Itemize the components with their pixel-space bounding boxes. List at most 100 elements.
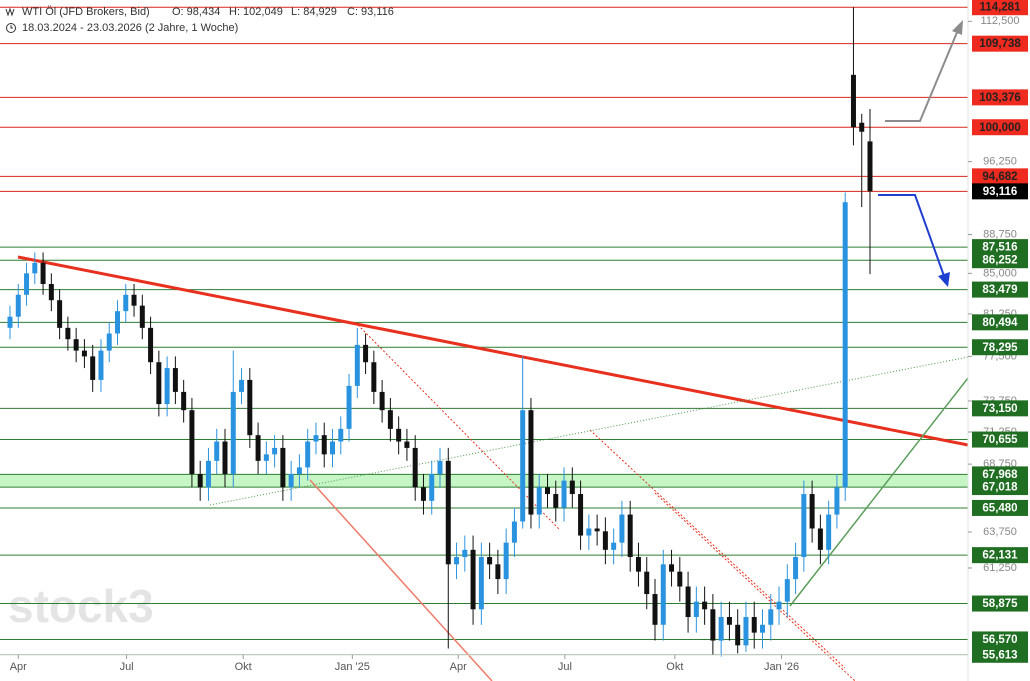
trend-line bbox=[309, 479, 493, 681]
candle-body bbox=[867, 141, 873, 192]
candle-body bbox=[627, 514, 633, 558]
candle-body bbox=[726, 617, 732, 625]
ohlc-label: H: 102,049 bbox=[229, 6, 283, 18]
x-tick-label: Okt bbox=[235, 661, 252, 673]
candle-body bbox=[73, 339, 79, 351]
x-tick-label: Jan '26 bbox=[764, 661, 799, 673]
candle-body bbox=[776, 601, 782, 610]
candle-body bbox=[247, 379, 253, 436]
candle-body bbox=[412, 447, 418, 488]
clock-icon bbox=[6, 23, 16, 33]
candle-body bbox=[205, 460, 211, 488]
header: WTI Öl (JFD Brokers, Bid) O: 98,434 H: 1… bbox=[5, 6, 394, 34]
candle-body bbox=[735, 624, 741, 646]
candle-body bbox=[809, 494, 815, 529]
candle-body bbox=[826, 514, 832, 550]
candle-body bbox=[578, 494, 584, 536]
candle-body bbox=[545, 487, 550, 495]
subtitle: 18.03.2024 - 23.03.2026 (2 Jahre, 1 Woch… bbox=[22, 22, 238, 34]
candle-body bbox=[379, 391, 385, 411]
candle-body bbox=[619, 514, 625, 543]
trend-line bbox=[17, 255, 969, 447]
y-tick-label: 88,750 bbox=[983, 228, 1017, 240]
level-box bbox=[972, 252, 1028, 269]
candle-body bbox=[313, 435, 319, 442]
arrowhead bbox=[938, 272, 950, 287]
candle-body bbox=[685, 586, 691, 618]
level-box bbox=[972, 631, 1028, 648]
level-label: 80,494 bbox=[982, 317, 1018, 329]
candle-body bbox=[586, 528, 592, 536]
candle-body bbox=[760, 624, 765, 633]
level-label: 114,281 bbox=[980, 2, 1022, 14]
level-box bbox=[972, 281, 1028, 298]
level-box bbox=[972, 466, 1028, 483]
candle-body bbox=[131, 294, 137, 306]
candle-body bbox=[263, 454, 269, 461]
x-tick-label: Jul bbox=[558, 661, 572, 673]
candle-body bbox=[81, 350, 87, 357]
level-box bbox=[972, 119, 1028, 136]
ohlc-label: L: 84,929 bbox=[291, 6, 337, 18]
level-label: 55,613 bbox=[982, 649, 1017, 661]
candle-body bbox=[454, 557, 460, 565]
candle-body bbox=[288, 473, 294, 488]
level-box bbox=[972, 646, 1028, 663]
candle-body bbox=[15, 294, 21, 317]
candle-body bbox=[553, 494, 559, 508]
ohlc-label: O: 98,434 bbox=[172, 6, 220, 18]
candle-body bbox=[296, 467, 302, 474]
candle-body bbox=[445, 460, 451, 565]
candle-body bbox=[164, 368, 170, 405]
candle-body bbox=[272, 447, 278, 455]
candle-body bbox=[346, 385, 352, 429]
candle-body bbox=[644, 571, 650, 595]
level-label: 93,116 bbox=[983, 186, 1018, 198]
candle-body bbox=[396, 428, 402, 442]
candle-body bbox=[743, 617, 749, 646]
candle-body bbox=[420, 487, 426, 501]
watermark-group: stock3 bbox=[8, 580, 154, 632]
level-label: 109,738 bbox=[979, 38, 1021, 50]
candle-body bbox=[222, 441, 228, 474]
candle-body bbox=[363, 344, 369, 363]
candle-body bbox=[98, 350, 104, 380]
level-box bbox=[972, 400, 1028, 417]
candle-body bbox=[354, 344, 360, 386]
candle-body bbox=[387, 410, 393, 429]
candle-body bbox=[106, 333, 112, 351]
arrow bbox=[885, 29, 959, 122]
candle-body bbox=[189, 410, 195, 474]
level-label: 67,018 bbox=[982, 482, 1018, 494]
candle-body bbox=[230, 391, 236, 474]
level-box bbox=[972, 499, 1028, 516]
level-label: 94,682 bbox=[982, 171, 1017, 183]
level-label: 87,516 bbox=[982, 242, 1017, 254]
level-box bbox=[972, 239, 1028, 256]
candle-body bbox=[495, 564, 501, 580]
candle-body bbox=[536, 487, 542, 515]
candle-body bbox=[520, 410, 526, 522]
candle-body bbox=[611, 542, 617, 550]
candle-body bbox=[115, 311, 120, 334]
level-box bbox=[972, 0, 1028, 16]
candle-body bbox=[462, 549, 468, 558]
candle-body bbox=[123, 294, 129, 312]
level-box bbox=[972, 431, 1028, 448]
candle-body bbox=[594, 528, 600, 532]
candle-body bbox=[139, 305, 145, 328]
candle-body bbox=[784, 579, 790, 602]
y-tick-label: 96,250 bbox=[983, 155, 1017, 167]
candle-body bbox=[255, 435, 261, 461]
candle-body bbox=[172, 368, 178, 392]
candle-body bbox=[693, 601, 699, 618]
candle-body bbox=[24, 273, 30, 295]
candle-body bbox=[710, 609, 716, 641]
candle-body bbox=[437, 460, 443, 474]
candle-body bbox=[404, 441, 410, 448]
candle-body bbox=[148, 327, 154, 363]
level-label: 103,376 bbox=[979, 92, 1021, 104]
level-box bbox=[972, 339, 1028, 356]
